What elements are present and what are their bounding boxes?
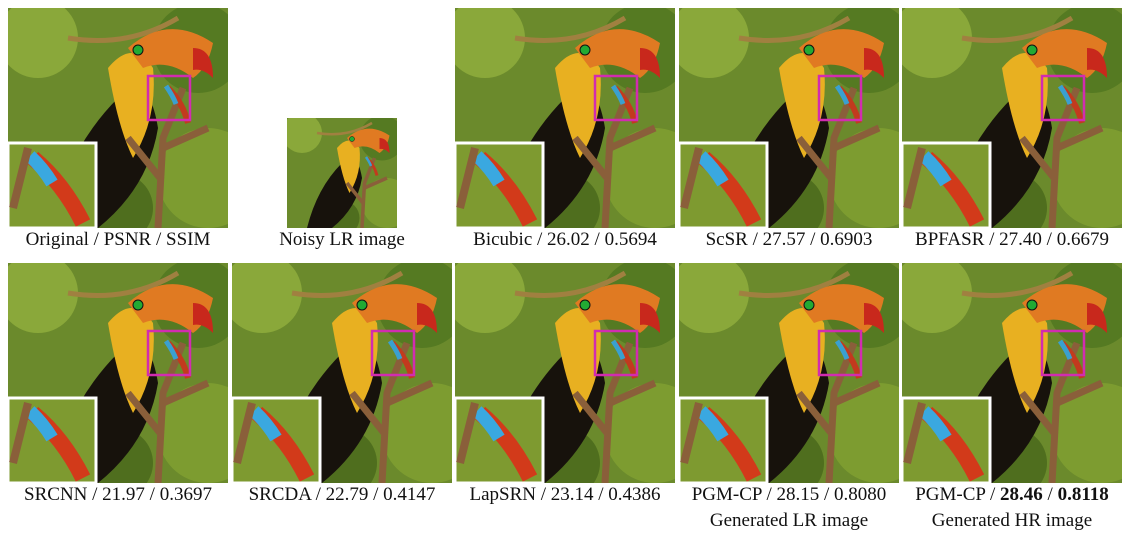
caption-part: /: [1043, 484, 1058, 505]
panel: Noisy LR image: [279, 113, 412, 250]
panel: PGM-CP / 28.15 / 0.8080 Generated LR imag…: [669, 253, 929, 531]
subcaption: Generated HR image: [932, 510, 1092, 531]
caption: Noisy LR image: [279, 229, 405, 250]
caption: Original / PSNR / SSIM: [26, 229, 211, 250]
panel: BPFASR / 27.40 / 0.6679: [892, 0, 1126, 250]
subcaption: Generated LR image: [710, 510, 868, 531]
caption: ScSR / 27.57 / 0.6903: [706, 229, 873, 250]
panel: Bicubic / 26.02 / 0.5694: [445, 0, 705, 250]
panel: PGM-CP / 28.46 / 0.8118 Generated HR imag…: [892, 253, 1126, 531]
caption: SRCDA / 22.79 / 0.4147: [249, 484, 436, 505]
panel: SRCDA / 22.79 / 0.4147: [222, 253, 482, 505]
caption: Bicubic / 26.02 / 0.5694: [473, 229, 657, 250]
caption: PGM-CP / 28.46 / 0.8118: [915, 484, 1109, 505]
caption: SRCNN / 21.97 / 0.3697: [24, 484, 212, 505]
panel: ScSR / 27.57 / 0.6903: [669, 0, 929, 250]
caption-part: PGM-CP /: [915, 484, 1000, 505]
figure: Original / PSNR / SSIM Noisy LR image Bicu…: [0, 0, 1126, 539]
caption: LapSRN / 23.14 / 0.4386: [469, 484, 660, 505]
panel: Original / PSNR / SSIM: [0, 0, 258, 250]
panel: SRCNN / 21.97 / 0.3697: [0, 253, 258, 505]
caption-part: 28.46: [1000, 484, 1043, 505]
caption: PGM-CP / 28.15 / 0.8080: [692, 484, 887, 505]
caption-part: 0.8118: [1058, 484, 1109, 505]
panel: LapSRN / 23.14 / 0.4386: [445, 253, 705, 505]
caption: BPFASR / 27.40 / 0.6679: [915, 229, 1109, 250]
image: [282, 113, 412, 236]
